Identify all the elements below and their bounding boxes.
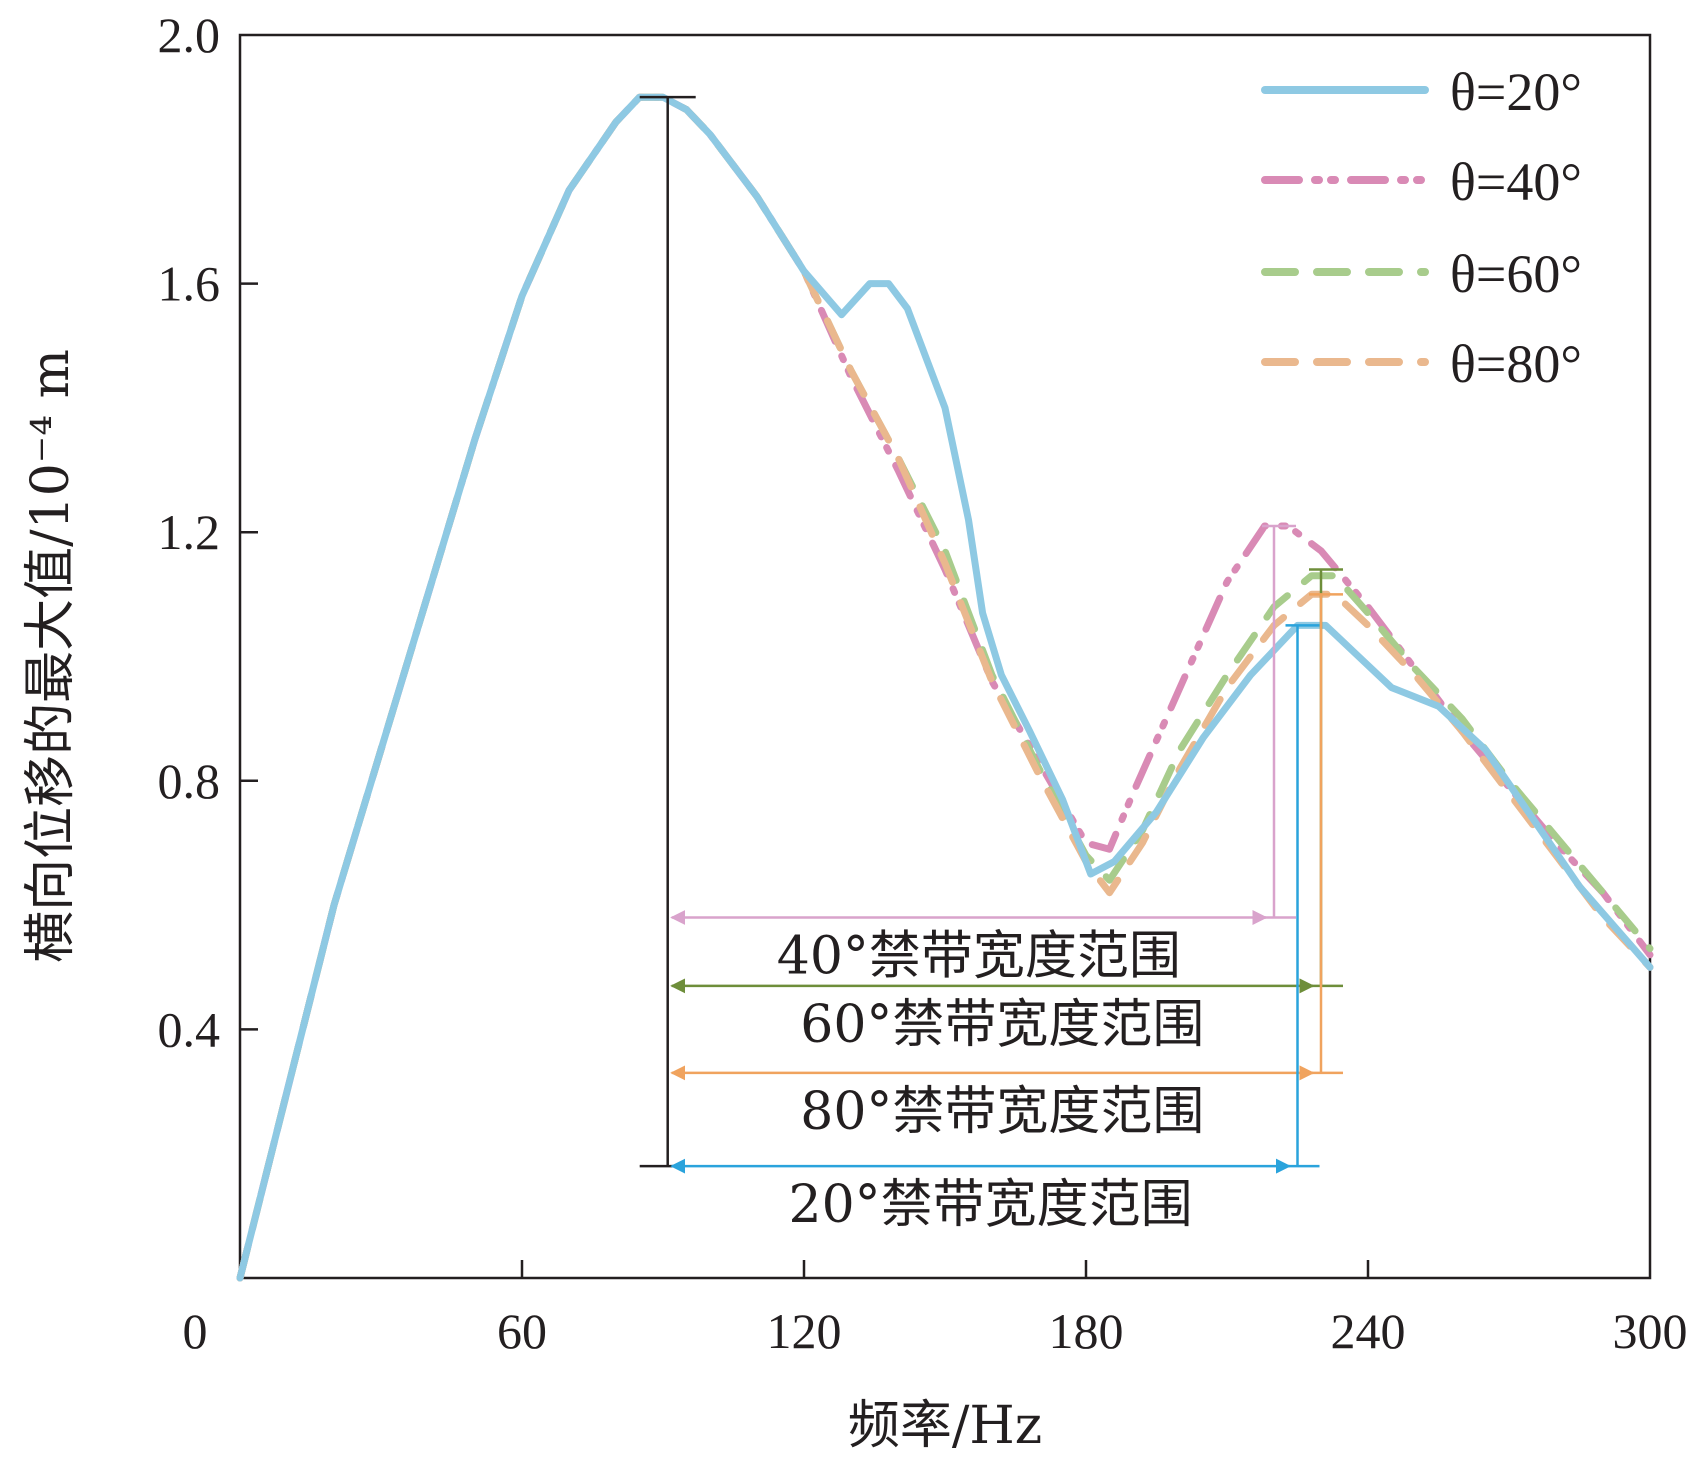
x-axis-title: 频率/Hz	[848, 1396, 1042, 1456]
x-tick-label: 240	[1331, 1303, 1406, 1359]
legend-label: θ=80°	[1450, 334, 1582, 394]
x-tick-label: 0	[183, 1303, 208, 1359]
legend-label: θ=60°	[1450, 244, 1582, 304]
band-label: 20°禁带宽度范围	[789, 1175, 1193, 1235]
band-label: 60°禁带宽度范围	[800, 995, 1204, 1055]
y-tick-label: 2.0	[158, 7, 221, 63]
band-annotations: 40°禁带宽度范围 60°禁带宽度范围 80°禁带宽度范围 20°禁带宽度范围	[639, 95, 1343, 1235]
x-tick-label: 60	[497, 1303, 547, 1359]
y-tick-label: 1.2	[158, 504, 221, 560]
plot-frame	[238, 33, 1652, 1280]
series-line-2	[236, 93, 1654, 1282]
band-label: 80°禁带宽度范围	[800, 1082, 1204, 1142]
series-line-3	[236, 93, 1654, 1282]
legend-label: θ=20°	[1450, 62, 1582, 122]
legend: θ=20° θ=40° θ=60° θ=80°	[1261, 62, 1582, 394]
y-tick-label: 0.4	[158, 1001, 221, 1057]
x-tick-label: 300	[1613, 1303, 1688, 1359]
x-tick-label: 180	[1049, 1303, 1124, 1359]
x-tick-label: 120	[767, 1303, 842, 1359]
series-lines	[236, 93, 1654, 1282]
series-line-0	[236, 93, 1654, 1282]
x-axis: 0 60 120 180 240 300	[183, 1260, 1688, 1359]
band-label: 40°禁带宽度范围	[777, 927, 1181, 987]
y-tick-label: 1.6	[158, 256, 221, 312]
y-axis: 0.4 0.8 1.2 1.6 2.0	[158, 7, 258, 1057]
y-axis-title: 横向位移的最大值/10⁻⁴ m	[21, 349, 81, 963]
y-tick-label: 0.8	[158, 753, 221, 809]
legend-label: θ=40°	[1450, 152, 1582, 212]
